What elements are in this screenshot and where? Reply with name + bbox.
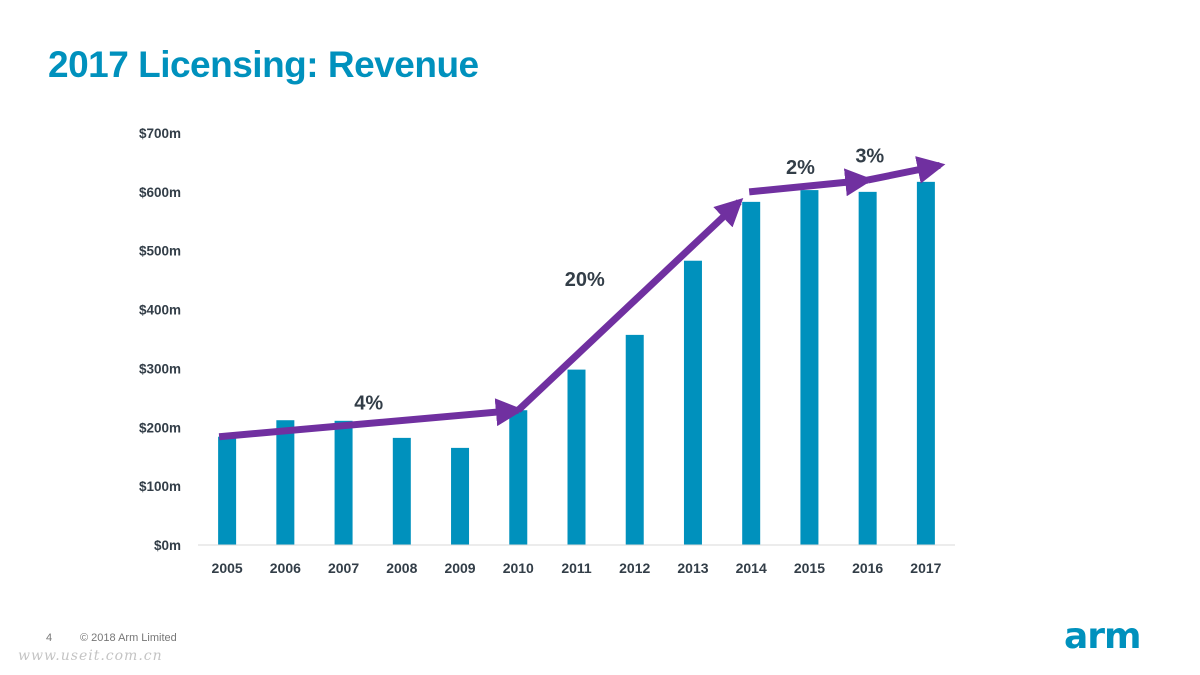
growth-rate-label: 20% <box>565 269 605 291</box>
x-tick-label: 2013 <box>677 560 708 576</box>
x-tick-label: 2010 <box>503 560 534 576</box>
x-tick-label: 2012 <box>619 560 650 576</box>
slide-title: 2017 Licensing: Revenue <box>48 44 479 85</box>
bar-2012 <box>625 334 644 545</box>
bar-2009 <box>451 447 470 545</box>
bar-2005 <box>218 436 237 545</box>
y-tick-label: $600m <box>139 185 181 200</box>
y-tick-label: $700m <box>139 126 181 141</box>
bar-2013 <box>683 260 702 545</box>
y-tick-label: $400m <box>139 303 181 318</box>
y-tick-label: $100m <box>139 479 181 494</box>
growth-rate-label: 4% <box>354 392 383 414</box>
x-tick-label: 2009 <box>444 560 475 576</box>
trend-arrow <box>748 168 874 197</box>
x-tick-label: 2008 <box>386 560 417 576</box>
x-tick-label: 2007 <box>328 560 359 576</box>
x-tick-label: 2006 <box>270 560 301 576</box>
x-tick-label: 2015 <box>794 560 825 576</box>
arm-logo: arm <box>1064 616 1142 657</box>
x-axis: 2005 2006 2007 2008 2009 2010 2011 2012 2013 2014… <box>212 560 942 576</box>
y-tick-label: $300m <box>139 361 181 376</box>
bar-2008 <box>392 437 411 545</box>
bar-2015 <box>800 190 819 545</box>
x-tick-label: 2016 <box>852 560 883 576</box>
bar-2016 <box>858 191 877 545</box>
bar-2007 <box>334 420 353 545</box>
bar-2017 <box>916 181 935 545</box>
y-tick-label: $200m <box>139 420 181 435</box>
bar-2011 <box>567 369 586 545</box>
bars <box>218 181 935 545</box>
page-number: 4 <box>46 632 53 644</box>
copyright-text: © 2018 Arm Limited <box>80 632 177 644</box>
y-tick-label: $500m <box>139 244 181 259</box>
watermark-text: www.useit.com.cn <box>18 648 163 664</box>
trend-arrow <box>218 398 524 441</box>
x-tick-label: 2017 <box>910 560 941 576</box>
y-axis: $0m $100m $200m $300m $400m $500m $600m $700m <box>139 126 181 553</box>
y-tick-label: $0m <box>154 538 181 553</box>
bar-2010 <box>509 410 528 545</box>
x-tick-label: 2005 <box>212 560 243 576</box>
trend-arrow <box>866 156 946 184</box>
growth-rate-label: 3% <box>855 146 884 168</box>
bar-2006 <box>276 420 295 545</box>
bar-2014 <box>742 201 761 545</box>
x-tick-label: 2014 <box>736 560 767 576</box>
x-tick-label: 2011 <box>561 560 592 576</box>
trend-annotations: 4% 20% 2% 3% <box>218 146 946 441</box>
growth-rate-label: 2% <box>786 157 815 179</box>
trend-arrow <box>515 198 744 413</box>
